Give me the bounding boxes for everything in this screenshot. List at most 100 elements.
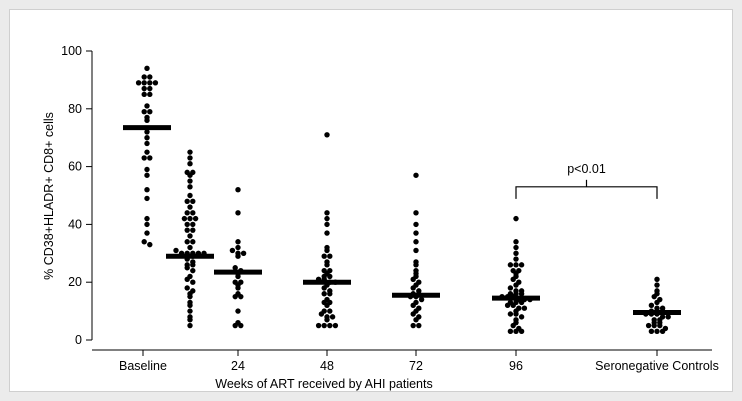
data-point	[315, 322, 322, 329]
data-point	[504, 302, 511, 309]
data-point	[187, 317, 193, 323]
data-point	[235, 239, 241, 245]
data-point	[184, 210, 190, 216]
y-tick-label: 100	[61, 44, 82, 58]
data-point	[654, 276, 660, 283]
data-point	[518, 291, 525, 297]
data-point	[184, 276, 190, 283]
data-point	[190, 239, 196, 245]
data-point	[324, 132, 330, 138]
data-point	[144, 172, 150, 178]
data-point	[648, 328, 655, 335]
data-point	[507, 285, 514, 291]
data-point	[144, 221, 150, 228]
data-point	[147, 155, 153, 161]
x-tick-label: 72	[409, 359, 423, 373]
data-point	[654, 328, 660, 335]
y-axis-title: % CD38+HLADR+ CD8+ cells	[42, 112, 56, 280]
data-point	[318, 311, 325, 317]
data-point	[187, 172, 193, 178]
data-point	[235, 285, 241, 291]
marks	[123, 65, 681, 335]
data-point	[654, 299, 660, 306]
data-point	[324, 247, 330, 254]
data-point	[141, 155, 147, 161]
data-point	[190, 267, 196, 274]
data-point	[327, 253, 333, 259]
data-point	[518, 328, 525, 335]
data-point	[232, 322, 238, 329]
data-point	[410, 322, 416, 329]
data-point	[410, 302, 416, 309]
x-tick-label: 24	[231, 359, 245, 373]
data-point	[229, 247, 236, 254]
data-point	[324, 230, 330, 236]
data-point	[187, 215, 193, 222]
data-point	[513, 250, 519, 256]
data-point	[184, 221, 190, 228]
p-value-label: p<0.01	[567, 162, 606, 176]
data-point	[518, 314, 525, 320]
data-point	[187, 204, 193, 210]
data-point	[321, 253, 327, 259]
data-point	[324, 317, 330, 323]
data-point	[147, 91, 153, 98]
data-point	[187, 293, 193, 300]
data-point	[657, 322, 663, 329]
data-point	[187, 178, 193, 184]
data-point	[665, 314, 671, 320]
axes: 0 20 40 60 80 100 Baseline 24 48 72 96 Seronegative…	[42, 44, 719, 391]
data-point	[152, 80, 159, 86]
y-tick-label: 80	[68, 102, 82, 116]
data-point	[190, 279, 196, 285]
data-point	[184, 227, 190, 233]
data-point	[324, 221, 330, 228]
data-point	[235, 308, 241, 314]
data-point	[187, 308, 193, 314]
data-point	[327, 273, 333, 280]
data-point	[413, 172, 419, 178]
data-point	[141, 108, 147, 115]
data-point	[654, 282, 660, 288]
data-point	[141, 80, 147, 86]
data-point	[184, 265, 190, 271]
data-point	[413, 230, 419, 236]
data-point	[410, 276, 416, 283]
data-point	[507, 262, 514, 268]
data-point	[235, 187, 241, 193]
x-tick-label: 48	[320, 359, 334, 373]
data-point	[329, 314, 336, 320]
data-point	[144, 195, 150, 202]
data-point	[190, 221, 196, 228]
data-point	[410, 285, 416, 291]
data-point	[413, 317, 419, 323]
data-point	[648, 302, 655, 309]
data-point	[190, 262, 196, 268]
data-point	[324, 302, 330, 309]
data-point	[238, 322, 244, 329]
data-point	[321, 285, 327, 291]
data-point	[232, 293, 238, 300]
data-point	[144, 187, 150, 193]
data-point	[147, 108, 153, 115]
data-point	[659, 328, 666, 335]
data-point	[321, 291, 327, 297]
data-point	[144, 65, 150, 72]
significance-bracket	[515, 186, 658, 199]
data-point	[324, 262, 330, 268]
data-point	[235, 210, 241, 216]
data-point	[141, 91, 147, 98]
data-point	[232, 265, 238, 271]
data-point	[235, 244, 241, 251]
data-point	[507, 311, 514, 317]
x-tick-label: Seronegative Controls	[595, 359, 719, 373]
data-point	[513, 215, 519, 222]
data-point	[144, 149, 150, 155]
data-point	[327, 322, 333, 329]
data-point	[645, 322, 652, 329]
data-point	[413, 210, 419, 216]
data-point	[144, 129, 150, 135]
data-point	[144, 117, 150, 124]
data-point	[184, 285, 190, 291]
y-tick-label: 0	[75, 333, 82, 347]
